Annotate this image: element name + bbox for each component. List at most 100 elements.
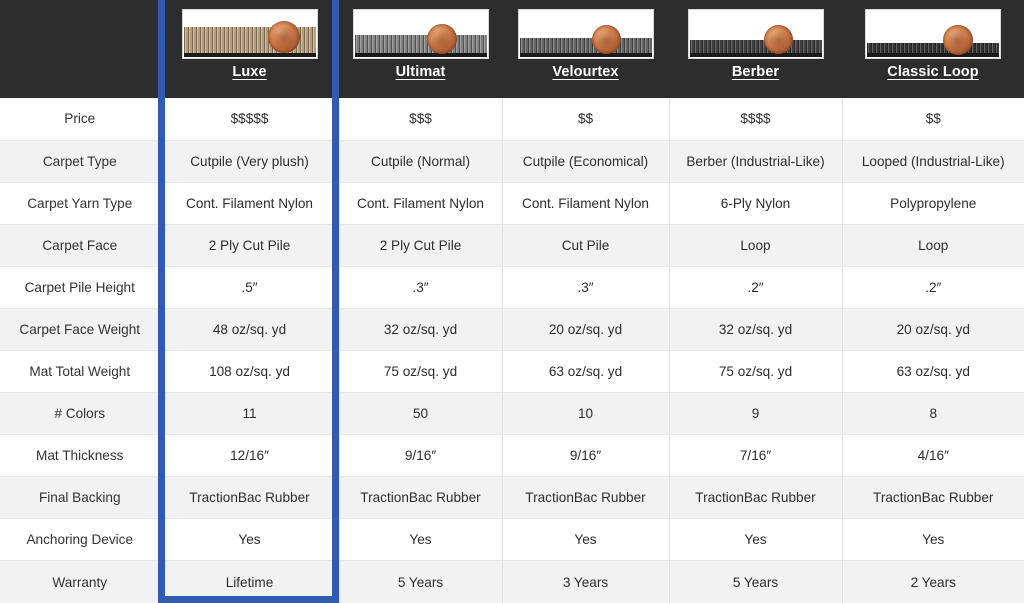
row-label-number-of-colors: # Colors	[0, 392, 161, 436]
cell-warranty-berber: 5 Years	[669, 560, 843, 603]
cell-carpet-face-classic-loop: Loop	[842, 224, 1024, 267]
cell-anchoring-device-ultimat: Yes	[339, 518, 503, 562]
column-header-berber[interactable]: Berber	[669, 0, 842, 98]
cell-carpet-yarn-type-luxe: Cont. Filament Nylon	[160, 182, 340, 225]
product-thumbnail-berber	[687, 9, 824, 59]
row-label-carpet-pile-height: Carpet Pile Height	[0, 266, 161, 309]
cell-anchoring-device-velourtex: Yes	[502, 518, 670, 562]
column-header-classic-loop[interactable]: Classic Loop	[842, 0, 1024, 98]
table-row: Warranty Lifetime 5 Years 3 Years 5 Year…	[0, 560, 1024, 603]
cell-carpet-pile-height-ultimat: .3″	[339, 266, 503, 309]
row-label-mat-thickness: Mat Thickness	[0, 434, 161, 478]
table-row: Carpet Face Weight 48 oz/sq. yd 32 oz/sq…	[0, 308, 1024, 351]
cell-carpet-yarn-type-ultimat: Cont. Filament Nylon	[339, 182, 503, 225]
product-thumbnail-velourtex	[517, 9, 654, 59]
cell-price-ultimat: $$$	[339, 98, 503, 141]
column-title-berber: Berber	[731, 64, 780, 80]
table-row: Mat Total Weight 108 oz/sq. yd 75 oz/sq.…	[0, 350, 1024, 394]
cell-carpet-type-berber: Berber (Industrial-Like)	[669, 140, 843, 183]
cell-carpet-face-berber: Loop	[669, 224, 843, 267]
cell-final-backing-luxe: TractionBac Rubber	[160, 476, 340, 520]
cell-final-backing-velourtex: TractionBac Rubber	[502, 476, 670, 520]
cell-carpet-face-weight-luxe: 48 oz/sq. yd	[160, 308, 340, 351]
table-row: Carpet Face 2 Ply Cut Pile 2 Ply Cut Pil…	[0, 224, 1024, 267]
cell-price-classic-loop: $$	[842, 98, 1024, 141]
row-label-carpet-face-weight: Carpet Face Weight	[0, 308, 161, 351]
cell-carpet-pile-height-berber: .2″	[669, 266, 843, 309]
column-header-luxe[interactable]: Luxe	[160, 0, 339, 98]
cell-carpet-type-velourtex: Cutpile (Economical)	[502, 140, 670, 183]
cell-carpet-pile-height-luxe: .5″	[160, 266, 340, 309]
cell-anchoring-device-berber: Yes	[669, 518, 843, 562]
cell-mat-thickness-ultimat: 9/16″	[339, 434, 503, 478]
cell-carpet-face-weight-classic-loop: 20 oz/sq. yd	[842, 308, 1024, 351]
column-title-ultimat: Ultimat	[395, 64, 446, 80]
header-corner-cell	[0, 0, 160, 98]
cell-anchoring-device-luxe: Yes	[160, 518, 340, 562]
product-thumbnail-ultimat	[352, 9, 489, 59]
cell-carpet-face-weight-velourtex: 20 oz/sq. yd	[502, 308, 670, 351]
table-row: Anchoring Device Yes Yes Yes Yes Yes	[0, 518, 1024, 562]
table-row: # Colors 11 50 10 9 8	[0, 392, 1024, 436]
cell-final-backing-ultimat: TractionBac Rubber	[339, 476, 503, 520]
cell-price-luxe: $$$$$	[160, 98, 340, 141]
row-label-carpet-face: Carpet Face	[0, 224, 161, 267]
cell-warranty-velourtex: 3 Years	[502, 560, 670, 603]
cell-mat-total-weight-velourtex: 63 oz/sq. yd	[502, 350, 670, 394]
cell-carpet-yarn-type-berber: 6-Ply Nylon	[669, 182, 843, 225]
cell-warranty-luxe: Lifetime	[160, 560, 340, 603]
cell-warranty-classic-loop: 2 Years	[842, 560, 1024, 603]
cell-final-backing-berber: TractionBac Rubber	[669, 476, 843, 520]
cell-carpet-type-classic-loop: Looped (Industrial-Like)	[842, 140, 1024, 183]
row-label-carpet-yarn-type: Carpet Yarn Type	[0, 182, 161, 225]
column-title-velourtex: Velourtex	[552, 64, 619, 80]
table-row: Carpet Pile Height .5″ .3″ .3″ .2″ .2″	[0, 266, 1024, 309]
row-label-carpet-type: Carpet Type	[0, 140, 161, 183]
column-header-velourtex[interactable]: Velourtex	[502, 0, 669, 98]
table-body: Price $$$$$ $$$ $$ $$$$ $$ Carpet Type C…	[0, 98, 1024, 603]
cell-mat-total-weight-berber: 75 oz/sq. yd	[669, 350, 843, 394]
cell-mat-thickness-luxe: 12/16″	[160, 434, 340, 478]
column-title-classic-loop: Classic Loop	[887, 64, 979, 80]
cell-carpet-yarn-type-classic-loop: Polypropylene	[842, 182, 1024, 225]
cell-carpet-yarn-type-velourtex: Cont. Filament Nylon	[502, 182, 670, 225]
product-thumbnail-classic-loop	[865, 9, 1001, 59]
cell-mat-thickness-berber: 7/16″	[669, 434, 843, 478]
cell-mat-thickness-velourtex: 9/16″	[502, 434, 670, 478]
product-thumbnail-luxe	[181, 9, 318, 59]
cell-final-backing-classic-loop: TractionBac Rubber	[842, 476, 1024, 520]
cell-carpet-face-weight-berber: 32 oz/sq. yd	[669, 308, 843, 351]
cell-carpet-type-luxe: Cutpile (Very plush)	[160, 140, 340, 183]
cell-carpet-pile-height-classic-loop: .2″	[842, 266, 1024, 309]
table-row: Carpet Yarn Type Cont. Filament Nylon Co…	[0, 182, 1024, 225]
cell-number-of-colors-velourtex: 10	[502, 392, 670, 436]
cell-number-of-colors-ultimat: 50	[339, 392, 503, 436]
table-header: Luxe Ultimat	[0, 0, 1024, 98]
cell-price-berber: $$$$	[669, 98, 843, 141]
table-row: Price $$$$$ $$$ $$ $$$$ $$	[0, 98, 1024, 141]
cell-mat-total-weight-ultimat: 75 oz/sq. yd	[339, 350, 503, 394]
header-row: Luxe Ultimat	[0, 0, 1024, 98]
cell-carpet-pile-height-velourtex: .3″	[502, 266, 670, 309]
cell-carpet-face-velourtex: Cut Pile	[502, 224, 670, 267]
table-row: Mat Thickness 12/16″ 9/16″ 9/16″ 7/16″ 4…	[0, 434, 1024, 478]
cell-carpet-face-weight-ultimat: 32 oz/sq. yd	[339, 308, 503, 351]
cell-mat-total-weight-luxe: 108 oz/sq. yd	[160, 350, 340, 394]
cell-number-of-colors-classic-loop: 8	[842, 392, 1024, 436]
cell-mat-total-weight-classic-loop: 63 oz/sq. yd	[842, 350, 1024, 394]
table-row: Final Backing TractionBac Rubber Tractio…	[0, 476, 1024, 520]
row-label-anchoring-device: Anchoring Device	[0, 518, 161, 562]
cell-mat-thickness-classic-loop: 4/16″	[842, 434, 1024, 478]
row-label-price: Price	[0, 98, 161, 141]
cell-number-of-colors-luxe: 11	[160, 392, 340, 436]
row-label-final-backing: Final Backing	[0, 476, 161, 520]
cell-price-velourtex: $$	[502, 98, 670, 141]
cell-carpet-face-ultimat: 2 Ply Cut Pile	[339, 224, 503, 267]
column-header-ultimat[interactable]: Ultimat	[339, 0, 502, 98]
table-row: Carpet Type Cutpile (Very plush) Cutpile…	[0, 140, 1024, 183]
cell-carpet-face-luxe: 2 Ply Cut Pile	[160, 224, 340, 267]
cell-anchoring-device-classic-loop: Yes	[842, 518, 1024, 562]
cell-number-of-colors-berber: 9	[669, 392, 843, 436]
